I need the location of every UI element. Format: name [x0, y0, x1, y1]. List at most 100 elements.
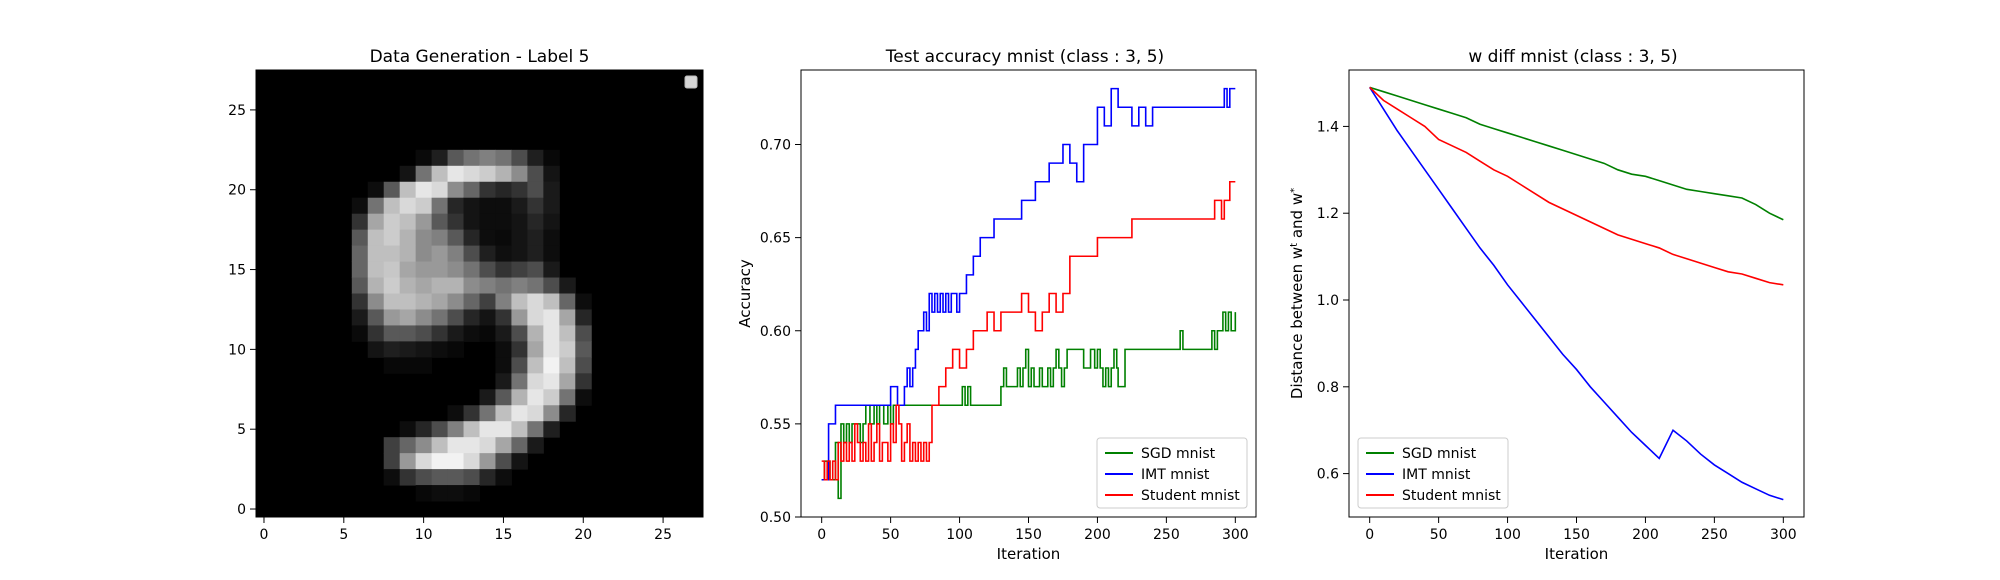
image-pixel [495, 181, 512, 199]
image-pixel [431, 485, 449, 502]
image-pixel [479, 405, 496, 422]
image-pixel [463, 229, 480, 247]
y-tick-label: 0.65 [760, 231, 791, 247]
image-pixel [575, 389, 592, 406]
series-line-1 [1369, 86, 1784, 501]
image-pixel [527, 341, 544, 358]
wdiff-xlabel: Iteration [1545, 545, 1609, 563]
image-pixel [415, 453, 433, 470]
image-pixel [495, 373, 512, 390]
image-pixel [351, 213, 369, 231]
image-pixel [431, 325, 449, 342]
image-pixel [351, 277, 369, 294]
image-pixel [543, 277, 560, 294]
x-tick-label: 15 [495, 527, 513, 543]
image-pixel [527, 229, 544, 247]
image-pixel [495, 341, 512, 358]
legend-label-0: SGD mnist [1141, 446, 1216, 462]
y-tick-label: 0.8 [1317, 380, 1339, 396]
image-pixel [575, 373, 592, 390]
image-pixel [447, 197, 465, 215]
image-pixel [527, 293, 544, 310]
image-pixel [511, 421, 528, 438]
image-pixel [383, 261, 401, 279]
image-pixel [383, 453, 401, 470]
x-tick-label: 0 [260, 527, 269, 543]
x-tick-label: 300 [1770, 527, 1797, 543]
image-pixel [399, 453, 417, 470]
image-pixel [543, 325, 560, 342]
legend-label-2: Student mnist [1141, 488, 1240, 504]
image-pixel [495, 421, 512, 438]
image-pixel [447, 421, 465, 438]
image-pixel [543, 245, 560, 263]
y-tick-label: 20 [228, 183, 246, 199]
image-pixel [511, 453, 528, 470]
wdiff-ylabel: Distance between wt and w* [1288, 188, 1306, 399]
image-pixel [495, 261, 512, 279]
image-pixel [559, 373, 576, 390]
image-pixel [527, 197, 544, 215]
image-pixel [383, 277, 401, 294]
image-pixel [415, 165, 433, 183]
x-tick-label: 0 [817, 527, 826, 543]
y-tick-label: 5 [237, 422, 246, 438]
image-pixel [399, 261, 417, 279]
image-pixel [463, 213, 480, 231]
wdiff-title: w diff mnist (class : 3, 5) [1468, 47, 1677, 67]
image-pixel [399, 181, 417, 199]
x-tick-label: 250 [1701, 527, 1728, 543]
image-pixel [495, 293, 512, 310]
image-pixel [383, 469, 401, 486]
image-title: Data Generation - Label 5 [370, 47, 590, 67]
image-pixel [463, 197, 480, 215]
image-pixel [367, 277, 385, 294]
image-ticks: 0 5 10 15 20 25 0 5 10 15 20 25 [228, 103, 672, 543]
image-pixel [447, 437, 465, 454]
image-pixel [351, 309, 369, 326]
image-pixel [463, 469, 480, 486]
image-pixel [415, 309, 433, 326]
image-pixel [415, 485, 433, 502]
image-pixel [511, 229, 528, 247]
image-pixel [367, 261, 385, 279]
image-pixel [495, 197, 512, 215]
y-tick-label: 0.6 [1317, 467, 1339, 483]
image-pixel [511, 149, 528, 167]
image-pixel [447, 181, 465, 199]
image-pixel [431, 469, 449, 486]
accuracy-ticks: 0 50 100 150 200 250 300 0.50 0.55 0.60 0.65 0.70 [760, 138, 1249, 544]
image-pixel [495, 213, 512, 231]
image-pixel [543, 357, 560, 374]
image-pixel [559, 389, 576, 406]
image-pixel [527, 277, 544, 294]
y-tick-label: 1.0 [1317, 293, 1339, 309]
image-pixel [575, 357, 592, 374]
image-pixel [399, 357, 417, 374]
image-pixel [447, 261, 465, 279]
image-pixel [431, 165, 449, 183]
panel-image: Data Generation - Label 5 0 5 10 15 20 25 0 5 10… [228, 47, 704, 543]
image-pixel [511, 261, 528, 279]
wdiff-ticks: 0 50 100 150 200 250 300 0.6 0.8 1.0 1.2 1.4 [1317, 119, 1797, 543]
image-pixel [479, 325, 496, 342]
image-pixel [511, 341, 528, 358]
image-pixel [527, 149, 544, 167]
image-pixel [463, 485, 480, 502]
image-pixel [511, 437, 528, 454]
image-pixel [415, 181, 433, 199]
x-tick-label: 100 [946, 527, 973, 543]
image-pixel [431, 213, 449, 231]
image-pixel [495, 437, 512, 454]
image-pixel [351, 245, 369, 263]
image-pixel [463, 261, 480, 279]
image-pixel [415, 437, 433, 454]
image-pixel [511, 309, 528, 326]
x-tick-label: 50 [1430, 527, 1448, 543]
legend-frame [1096, 437, 1248, 509]
image-pixel [543, 309, 560, 326]
accuracy-ylabel: Accuracy [736, 259, 754, 328]
image-pixel [399, 197, 417, 215]
y-tick-label: 0.60 [760, 324, 791, 340]
